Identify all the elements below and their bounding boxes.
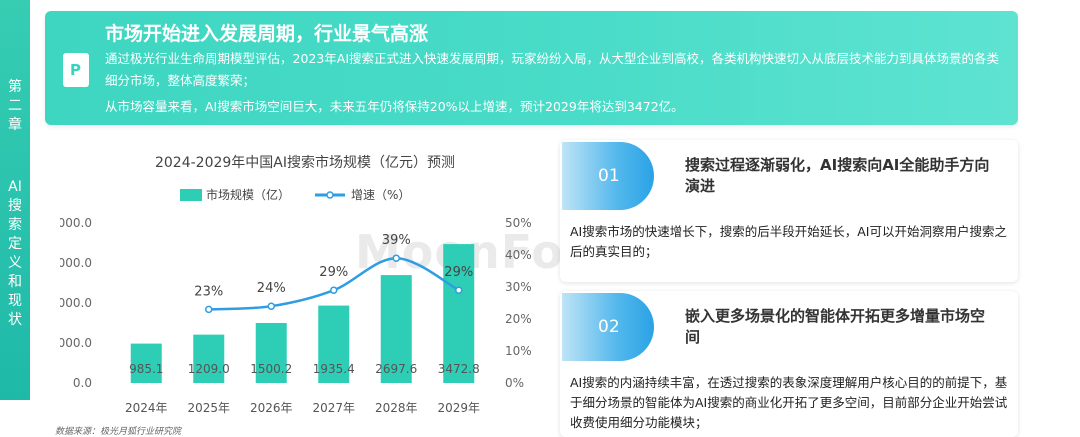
document-icon [63,53,89,87]
section-char: 状 [8,312,22,328]
growth-label: 39% [382,233,411,248]
growth-label: 24% [257,281,286,296]
bar [380,275,412,383]
banner-paragraph-1: 通过极光行业生命周期模型评估，2023年AI搜索正式进入快速发展周期，玩家纷纷入… [105,51,1000,88]
growth-point [267,302,275,310]
y-tick-right: 30% [505,280,532,294]
card-body: AI搜索市场的快速增长下，搜索的后半段开始延长，AI可以开始洞察用户搜索之后的真… [570,224,1007,259]
y-tick-right: 10% [505,344,532,358]
card-heading: 搜索过程逐渐弱化，AI搜索向AI全能助手方向演进 [685,156,990,195]
growth-point [330,286,338,294]
section-label: AI 搜 索 定 义 和 现 状 [0,178,30,330]
card-number-badge: 02 [562,293,654,361]
legend-marker-line [326,191,334,199]
bar [255,322,287,383]
summary-banner: 市场开始进入发展周期，行业景气高涨 通过极光行业生命周期模型评估，2023年AI… [45,11,1018,125]
section-char: 现 [8,293,22,309]
banner-title: 市场开始进入发展周期，行业景气高涨 [105,23,429,45]
legend-swatch-bar [180,189,202,201]
card-number: 02 [598,317,620,337]
bar-value-label: 2697.6 [375,362,417,376]
bar-value-label: 1500.2 [250,362,292,376]
y-tick-left: 3000.0 [60,256,92,270]
bar-value-label: 985.1 [129,362,163,376]
bar [130,343,162,383]
insight-card-2: 02 嵌入更多场景化的智能体开拓更多增量市场空间 AI搜索的内涵持续丰富，在透过… [560,291,1018,437]
bar-value-label: 1209.0 [188,362,230,376]
legend-label-bar: 市场规模（亿） [206,187,290,202]
y-tick-right: 0% [505,376,524,390]
x-tick-label: 2024年 [125,401,168,415]
bar-value-label: 3472.8 [438,362,480,376]
card-body: AI搜索的内涵持续丰富，在透过搜索的表象深度理解用户核心目的的前提下，基于细分场… [570,375,1008,430]
section-char: 义 [8,255,22,271]
chapter-char: 章 [8,117,22,133]
section-char: 搜 [8,198,22,214]
chapter-char: 二 [8,98,22,114]
chapter-char: 第 [8,79,22,95]
y-tick-right: 40% [505,248,532,262]
growth-label: 29% [319,265,348,280]
growth-point [392,254,400,262]
growth-label: 23% [194,284,223,299]
bar [443,244,475,383]
bar [318,305,350,383]
watermark-logo: MoonFox [355,225,595,279]
banner-paragraph-2: 从市场容量来看，AI搜索市场空间巨大，未来五年仍将保持20%以上增速，预计202… [105,99,684,114]
growth-point [455,286,463,294]
y-tick-right: 50% [505,216,532,230]
card-heading: 嵌入更多场景化的智能体开拓更多增量市场空间 [685,307,986,346]
insight-card-1: 01 搜索过程逐渐弱化，AI搜索向AI全能助手方向演进 AI搜索市场的快速增长下… [560,140,1018,282]
growth-point [205,305,213,314]
card-number-badge: 01 [562,142,654,210]
y-tick-left: 2000.0 [60,296,92,310]
x-tick-label: 2029年 [437,401,480,415]
card-number: 01 [598,166,620,186]
section-char: 和 [8,274,22,290]
x-tick-label: 2025年 [187,401,230,415]
y-tick-left: 4000.0 [60,216,92,230]
x-tick-label: 2028年 [375,401,418,415]
growth-label: 29% [444,265,473,280]
legend-label-line: 增速（%） [351,188,410,202]
chart-title: 2024-2029年中国AI搜索市场规模（亿元）预测 [155,154,455,171]
x-tick-label: 2026年 [250,401,293,415]
section-char: 索 [8,217,22,233]
section-char: AI [8,179,22,195]
data-source: 数据来源：极光月狐行业研究院 [55,427,182,437]
section-char: 定 [8,236,22,252]
y-tick-left: 0.0 [73,376,92,390]
y-tick-right: 20% [505,312,532,326]
y-tick-left: 1000.0 [60,336,92,350]
market-size-chart: 2024-2029年中国AI搜索市场规模（亿元）预测市场规模（亿） 增速（%） 0.… [60,140,550,430]
bar [193,334,225,383]
chapter-label: 第 二 章 [0,78,30,135]
x-tick-label: 2027年 [312,401,355,415]
chapter-sidebar: 第 二 章 AI 搜 索 定 义 和 现 状 [0,0,30,400]
bar-value-label: 1935.4 [313,362,355,376]
